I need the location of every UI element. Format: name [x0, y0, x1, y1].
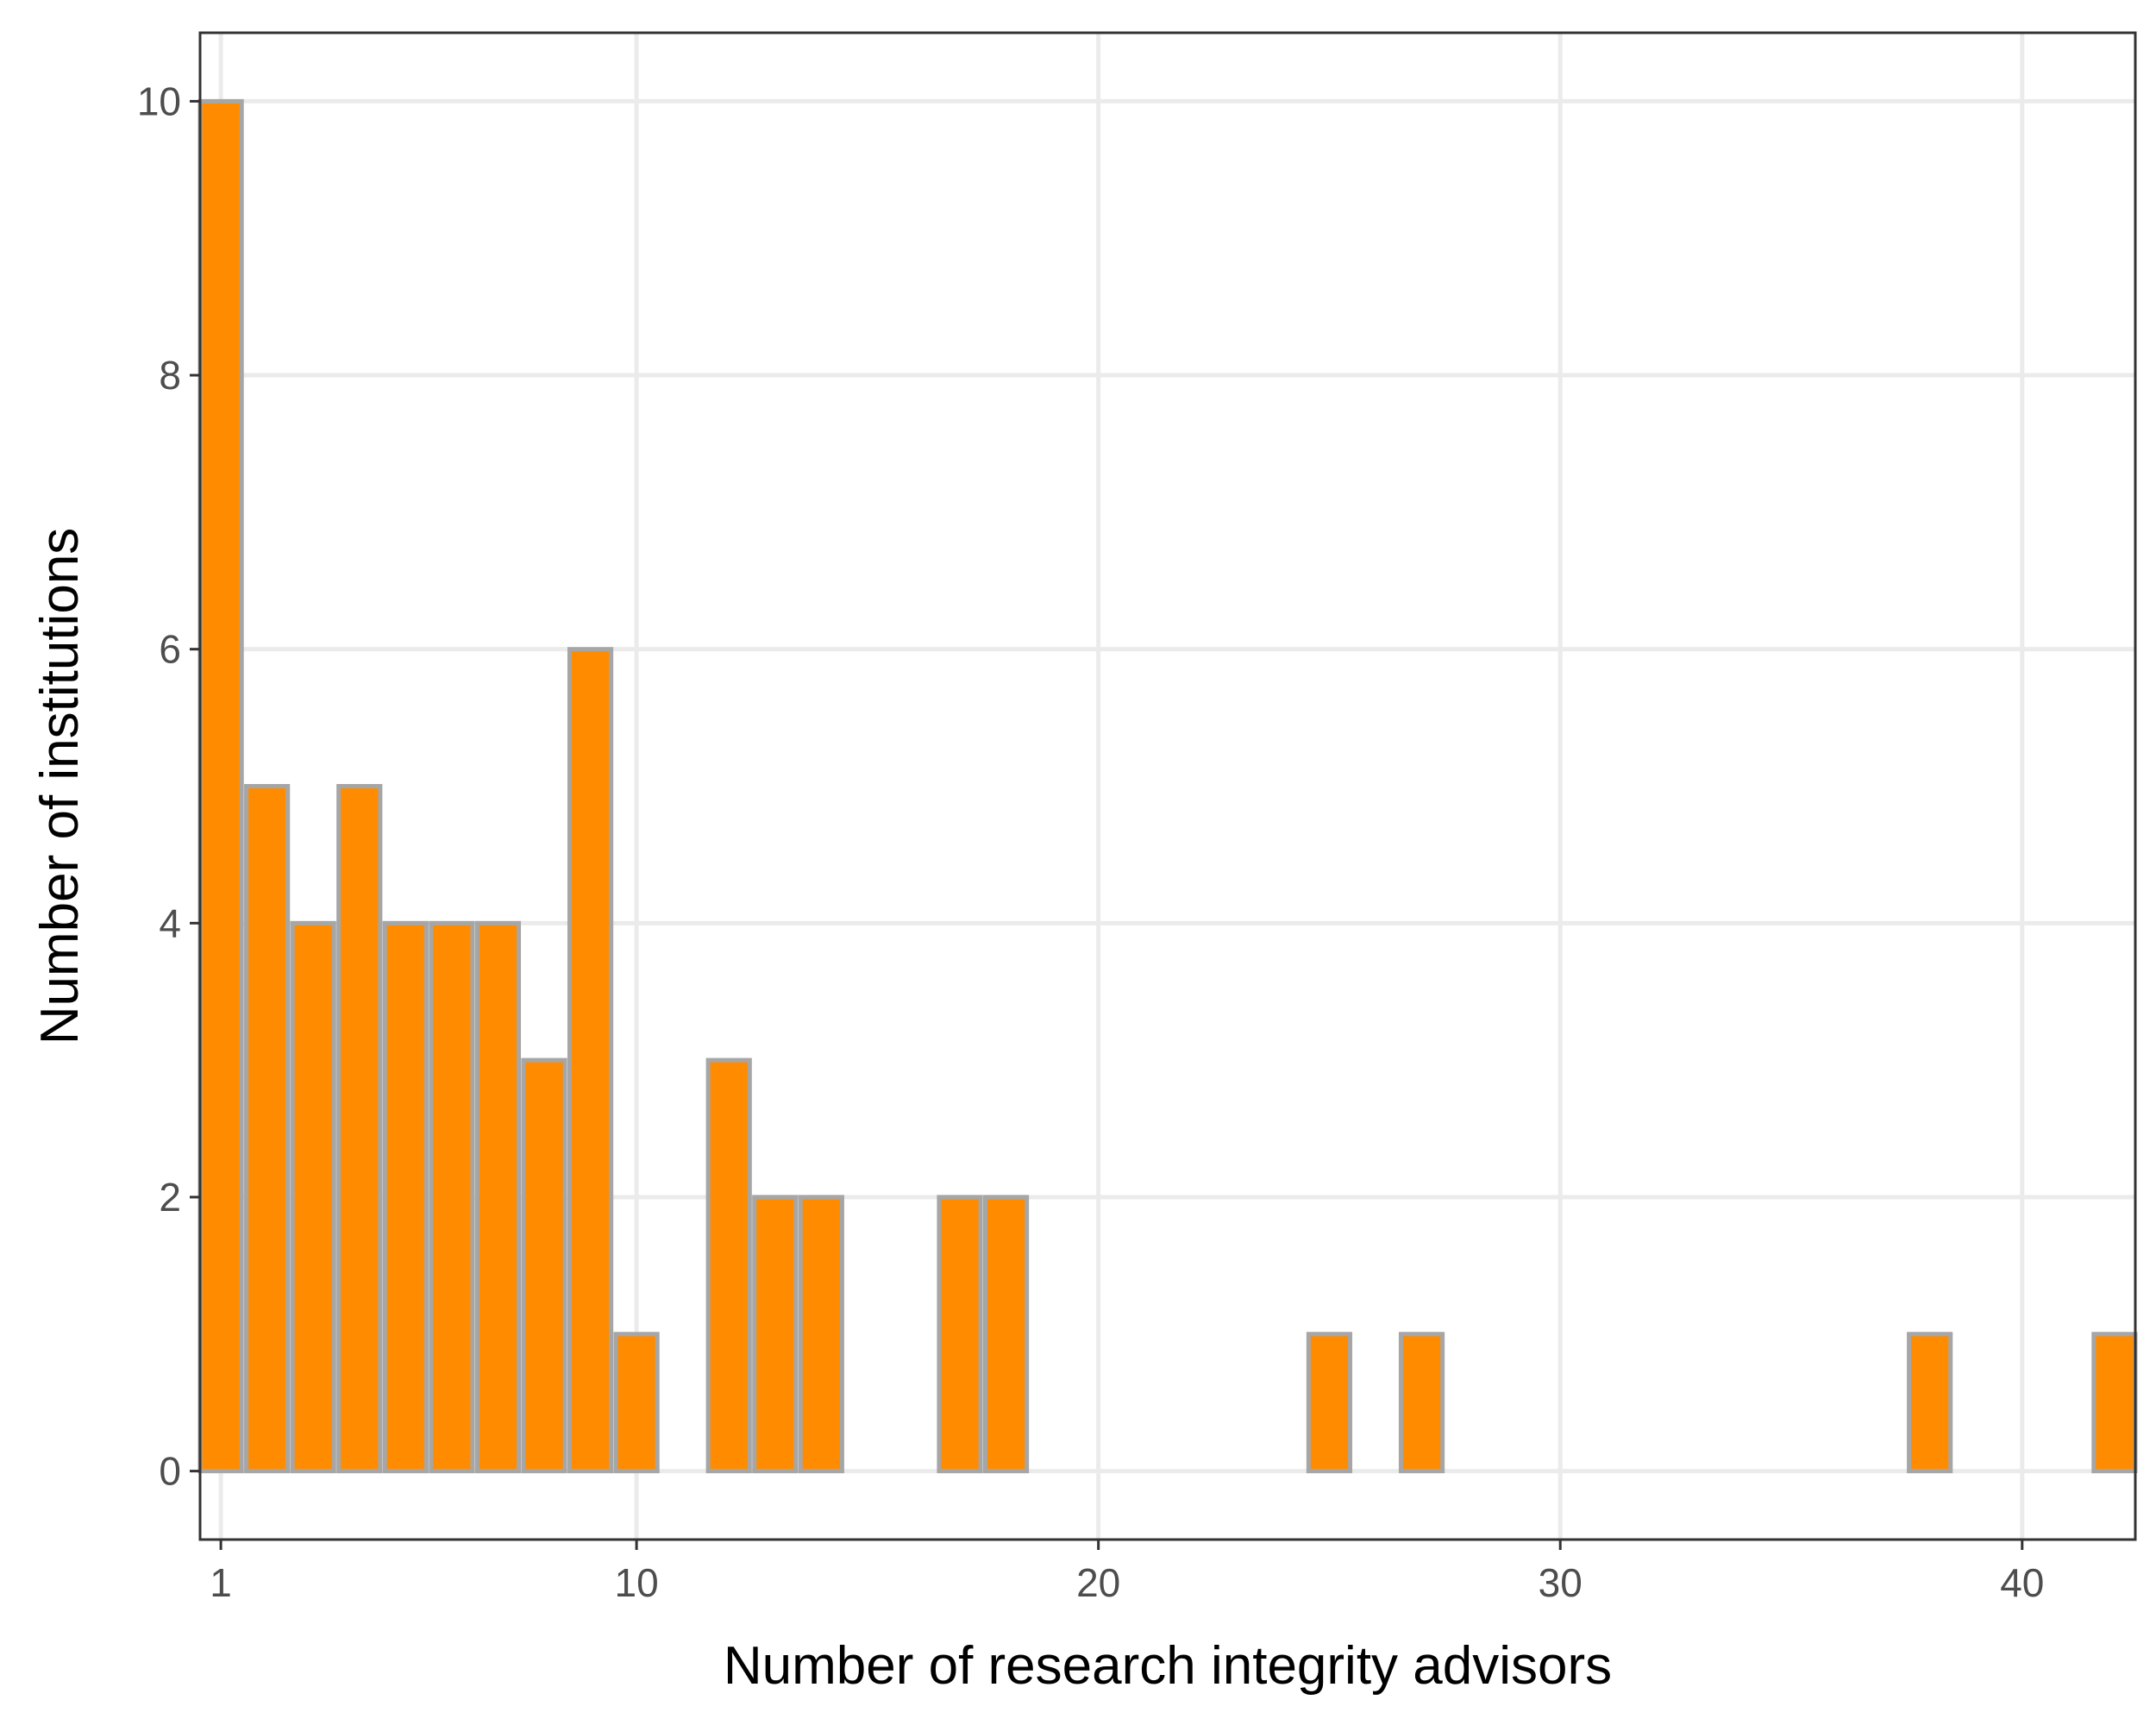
bar [1398, 1332, 1445, 1474]
y-tick-label: 0 [159, 1449, 181, 1494]
x-tick-label: 20 [1076, 1560, 1120, 1605]
grid-lines [200, 33, 2135, 1540]
bar [521, 1057, 567, 1474]
x-tick-label: 40 [2000, 1560, 2044, 1605]
y-tick-label: 8 [159, 353, 181, 398]
y-axis-title: Number of institutions [30, 528, 90, 1045]
y-tick-label: 10 [137, 78, 181, 123]
bar [705, 1057, 752, 1474]
bar [798, 1195, 844, 1474]
bar [937, 1195, 983, 1474]
bars [197, 98, 2138, 1474]
bar [290, 920, 336, 1474]
bar [474, 920, 522, 1474]
bar [429, 920, 475, 1474]
x-tick-label: 10 [615, 1560, 659, 1605]
bar [752, 1195, 799, 1474]
x-tick-label: 30 [1539, 1560, 1583, 1605]
y-axis-ticks: 0 2 4 6 8 10 [137, 78, 200, 1494]
bar [982, 1195, 1030, 1474]
bar [1306, 1332, 1353, 1474]
bar [1907, 1332, 1953, 1474]
bar [382, 920, 429, 1474]
x-axis-title: Number of research integrity advisors [724, 1636, 1612, 1696]
x-axis-ticks: 1 10 20 30 40 [210, 1540, 2044, 1605]
bar [197, 98, 244, 1474]
bar [613, 1332, 660, 1474]
bar [336, 784, 383, 1474]
y-tick-label: 6 [159, 627, 181, 672]
bar [567, 647, 614, 1474]
bar [2091, 1332, 2138, 1474]
x-tick-label: 1 [210, 1560, 232, 1605]
y-tick-label: 4 [159, 900, 181, 945]
panel-border [198, 31, 2137, 1541]
bar [244, 784, 291, 1474]
y-tick-label: 2 [159, 1175, 181, 1220]
